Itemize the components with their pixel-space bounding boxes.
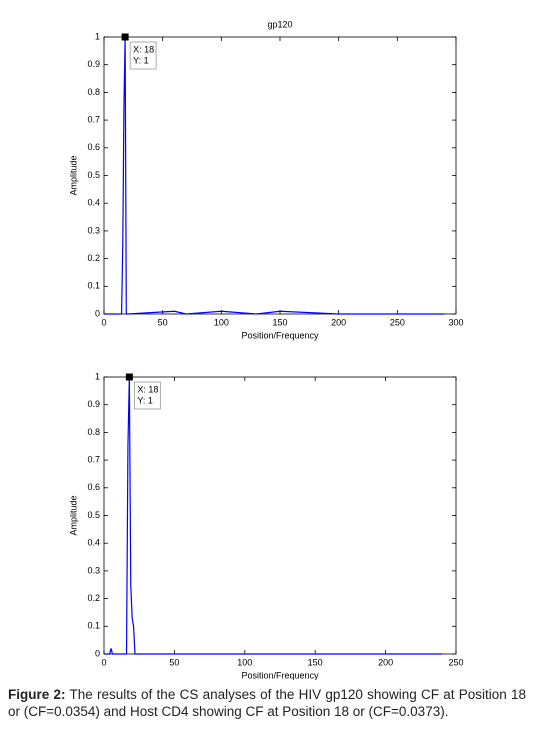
- y-tick-label: 0.7: [87, 114, 100, 124]
- x-tick-label: 150: [272, 317, 287, 327]
- y-tick-label: 0.2: [87, 593, 100, 603]
- y-tick-label: 0.5: [87, 170, 100, 180]
- y-tick-label: 0.8: [87, 87, 100, 97]
- y-tick-label: 0.7: [87, 454, 100, 464]
- y-tick-label: 0.3: [87, 225, 100, 235]
- x-tick-label: 100: [214, 317, 229, 327]
- y-tick-label: 0.8: [87, 427, 100, 437]
- plot-area: [103, 36, 457, 315]
- y-tick-label: 0.6: [87, 142, 100, 152]
- datatip-y: Y: 1: [137, 395, 153, 405]
- chart-title: gp120: [267, 19, 292, 29]
- x-tick-label: 200: [378, 657, 393, 667]
- y-tick-label: 0.2: [87, 253, 100, 263]
- y-tick-label: 1: [95, 31, 100, 41]
- y-tick-label: 0.1: [87, 281, 100, 291]
- datatip-marker: [125, 373, 133, 381]
- y-axis-label: Amplitude: [68, 155, 78, 195]
- datatip-x: X: 18: [137, 384, 158, 394]
- y-tick-label: 0.1: [87, 621, 100, 631]
- datatip-x: X: 18: [133, 44, 154, 54]
- x-tick-label: 0: [101, 657, 106, 667]
- y-tick-label: 0: [95, 648, 100, 658]
- y-tick-label: 0.5: [87, 510, 100, 520]
- x-axis-label: Position/Frequency: [241, 330, 319, 340]
- y-tick-label: 0.9: [87, 59, 100, 69]
- caption-label: Figure 2:: [8, 687, 66, 702]
- data-line: [104, 36, 445, 315]
- caption-text: The results of the CS analyses of the HI…: [8, 687, 526, 719]
- y-tick-label: 0.4: [87, 538, 100, 548]
- caption: Figure 2: The results of the CS analyses…: [8, 686, 526, 720]
- datatip-y: Y: 1: [133, 55, 149, 65]
- x-tick-label: 300: [448, 317, 463, 327]
- y-axis-label: Amplitude: [68, 495, 78, 535]
- x-tick-label: 250: [390, 317, 405, 327]
- x-axis-label: Position/Frequency: [241, 670, 319, 680]
- datatip-box: [133, 381, 161, 410]
- data-line: [104, 376, 442, 655]
- y-tick-label: 0.6: [87, 482, 100, 492]
- datatip-box: [129, 41, 157, 70]
- y-tick-label: 1: [95, 371, 100, 381]
- datatip-marker: [121, 33, 129, 41]
- x-tick-label: 50: [158, 317, 168, 327]
- y-tick-label: 0.9: [87, 399, 100, 409]
- x-tick-label: 100: [237, 657, 252, 667]
- x-tick-label: 50: [169, 657, 179, 667]
- y-tick-label: 0.3: [87, 565, 100, 575]
- x-tick-label: 200: [331, 317, 346, 327]
- x-tick-label: 150: [308, 657, 323, 667]
- y-tick-label: 0.4: [87, 198, 100, 208]
- plot-area: [103, 376, 457, 655]
- figure: 00.10.20.30.40.50.60.70.80.910 50 100 150 20…: [68, 19, 463, 680]
- x-tick-label: 0: [101, 317, 106, 327]
- y-tick-label: 0: [95, 308, 100, 318]
- x-tick-label: 250: [448, 657, 463, 667]
